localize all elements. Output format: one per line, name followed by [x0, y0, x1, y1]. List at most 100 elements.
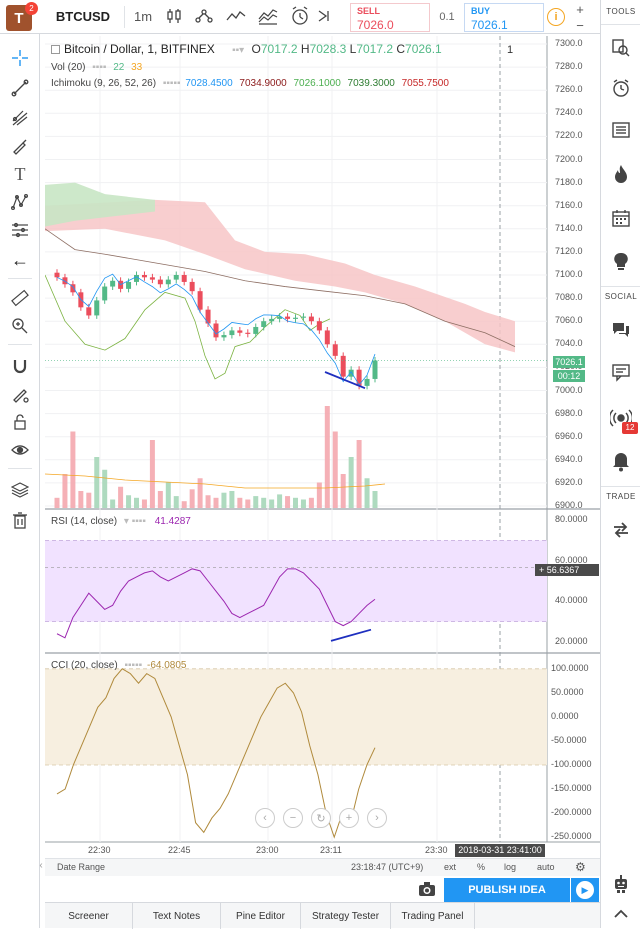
date-range-button[interactable]: Date Range [57, 862, 106, 872]
legend-controls[interactable]: ▪▪▾ [232, 45, 245, 56]
time-axis-label: 23:11 [320, 845, 342, 855]
h-value: 7028.3 [309, 42, 347, 56]
draw-mode-icon[interactable] [8, 382, 32, 406]
ichimoku-value-4: 7039.3000 [347, 78, 395, 89]
log-button[interactable]: log [504, 862, 517, 872]
text-tool-icon[interactable]: T [14, 163, 26, 184]
tab-text-notes[interactable]: Text Notes [133, 903, 221, 929]
volume-bar [149, 440, 155, 508]
settings-icon[interactable]: ⚙ [575, 860, 586, 874]
cci-legend: CCI (20, close) ▪▪▪▪▪ -64.0805 [51, 660, 186, 671]
tab-screener[interactable]: Screener [45, 903, 133, 929]
ichimoku-value-1: 7028.4500 [185, 78, 233, 89]
tab-pine-editor[interactable]: Pine Editor [221, 903, 301, 929]
ideas-lightbulb-icon[interactable] [609, 250, 633, 274]
trend-line-icon[interactable] [8, 76, 32, 100]
scroll-right-icon[interactable]: › [367, 808, 387, 828]
cci-line [56, 668, 376, 839]
volume-bar [348, 457, 354, 508]
zoom-in-icon[interactable]: + [339, 808, 359, 828]
ruler-icon[interactable] [8, 286, 32, 310]
robot-icon[interactable] [609, 872, 633, 896]
price-axis-label: 7100.0 [555, 269, 583, 279]
candle-body [86, 307, 92, 316]
news-icon[interactable] [609, 118, 633, 142]
streams-icon[interactable] [609, 406, 633, 430]
candle-body [205, 309, 211, 324]
watchlist-search-icon[interactable] [609, 36, 633, 60]
indicators-icon[interactable] [192, 4, 216, 28]
volume-bar [221, 492, 227, 508]
replay-icon[interactable] [316, 4, 332, 28]
prediction-icon[interactable] [8, 218, 32, 242]
volume-bar [261, 497, 267, 508]
legend-controls[interactable]: ▪▪▪▪ [92, 62, 107, 73]
messages-icon[interactable] [609, 360, 633, 384]
magnet-icon[interactable] [8, 354, 32, 378]
plus-icon[interactable]: + [539, 565, 545, 575]
symbol-search[interactable]: BTCUSD [55, 8, 111, 24]
volume-bar [126, 495, 132, 508]
volume-bar [372, 491, 378, 508]
brush-icon[interactable] [8, 134, 32, 158]
zoom-out-icon[interactable]: − [283, 808, 303, 828]
camera-icon[interactable] [418, 881, 438, 899]
trade-arrows-icon[interactable] [609, 518, 633, 542]
info-icon[interactable]: i [547, 8, 565, 26]
chat-icon[interactable] [609, 318, 633, 342]
price-axis-label: 6980.0 [555, 407, 583, 418]
sell-button[interactable]: SELL 7026.0 [350, 3, 430, 32]
legend-controls[interactable]: ▪▪▪▪▪ [124, 660, 143, 671]
play-icon[interactable]: ▶ [571, 878, 599, 902]
candle-body [300, 316, 306, 318]
trash-icon[interactable] [8, 508, 32, 532]
tab-trading-panel[interactable]: Trading Panel [391, 903, 475, 929]
legend-controls[interactable]: ▪▪▪▪▪ [162, 78, 181, 89]
chart-area[interactable]: Bitcoin / Dollar, 1, BITFINEX ▪▪▾ O7017.… [45, 36, 600, 880]
chevron-left-icon[interactable]: ‹ [39, 859, 43, 871]
buy-button[interactable]: BUY 7026.1 [464, 3, 544, 32]
price-badge: 7026.1 [553, 356, 585, 368]
percent-button[interactable]: % [477, 862, 486, 872]
hotlist-flame-icon[interactable] [609, 162, 633, 186]
tab-strategy-tester[interactable]: Strategy Tester [301, 903, 391, 929]
lock-icon[interactable] [8, 410, 32, 434]
legend-controls[interactable]: ▾ ▪▪▪▪ [123, 516, 146, 527]
back-arrow-icon[interactable]: ← [11, 249, 29, 270]
ichimoku-value-5: 7055.7500 [401, 78, 449, 89]
zoom-out-button[interactable]: − [576, 18, 584, 33]
line-chart-icon[interactable] [224, 4, 248, 28]
rsi-axis-label: 60.0000 [555, 554, 588, 565]
zoom-in-button[interactable]: + [576, 2, 584, 17]
zoom-icon[interactable] [8, 314, 32, 338]
compare-icon[interactable] [256, 4, 280, 28]
crosshair-icon[interactable] [8, 46, 32, 70]
main-series-title: Bitcoin / Dollar, 1, BITFINEX [64, 42, 215, 56]
auto-button[interactable]: auto [537, 862, 555, 872]
scroll-left-icon[interactable]: ‹ [255, 808, 275, 828]
publish-idea-button[interactable]: PUBLISH IDEA [444, 878, 570, 902]
alert-clock-icon[interactable] [288, 4, 312, 28]
pattern-icon[interactable] [8, 190, 32, 214]
candle-body [277, 316, 283, 319]
volume-bar [269, 499, 275, 508]
reset-icon[interactable]: ↻ [311, 808, 331, 828]
eye-icon[interactable] [8, 438, 32, 462]
calendar-icon[interactable] [609, 206, 633, 230]
layers-icon[interactable] [8, 478, 32, 502]
candles-icon[interactable] [162, 4, 186, 28]
volume-value-a: 22 [113, 62, 125, 73]
status-bar: Date Range 23:18:47 (UTC+9) ext % log au… [45, 858, 600, 876]
rsi-crosshair-value: 56.6367 [546, 565, 580, 575]
drawing-toolbar: T ← [0, 34, 40, 928]
chevron-up-icon[interactable] [609, 902, 633, 926]
notifications-bell-icon[interactable] [609, 450, 633, 474]
pitchfork-icon[interactable] [8, 106, 32, 130]
alarm-clock-icon[interactable] [609, 76, 633, 100]
ext-button[interactable]: ext [444, 862, 457, 872]
interval-button[interactable]: 1m [133, 8, 153, 24]
collapse-icon[interactable] [51, 45, 60, 55]
chart-canvas[interactable] [45, 36, 600, 880]
volume-bar [324, 406, 330, 508]
crosshair-date-badge: 2018-03-31 23:41:00 [455, 844, 545, 857]
